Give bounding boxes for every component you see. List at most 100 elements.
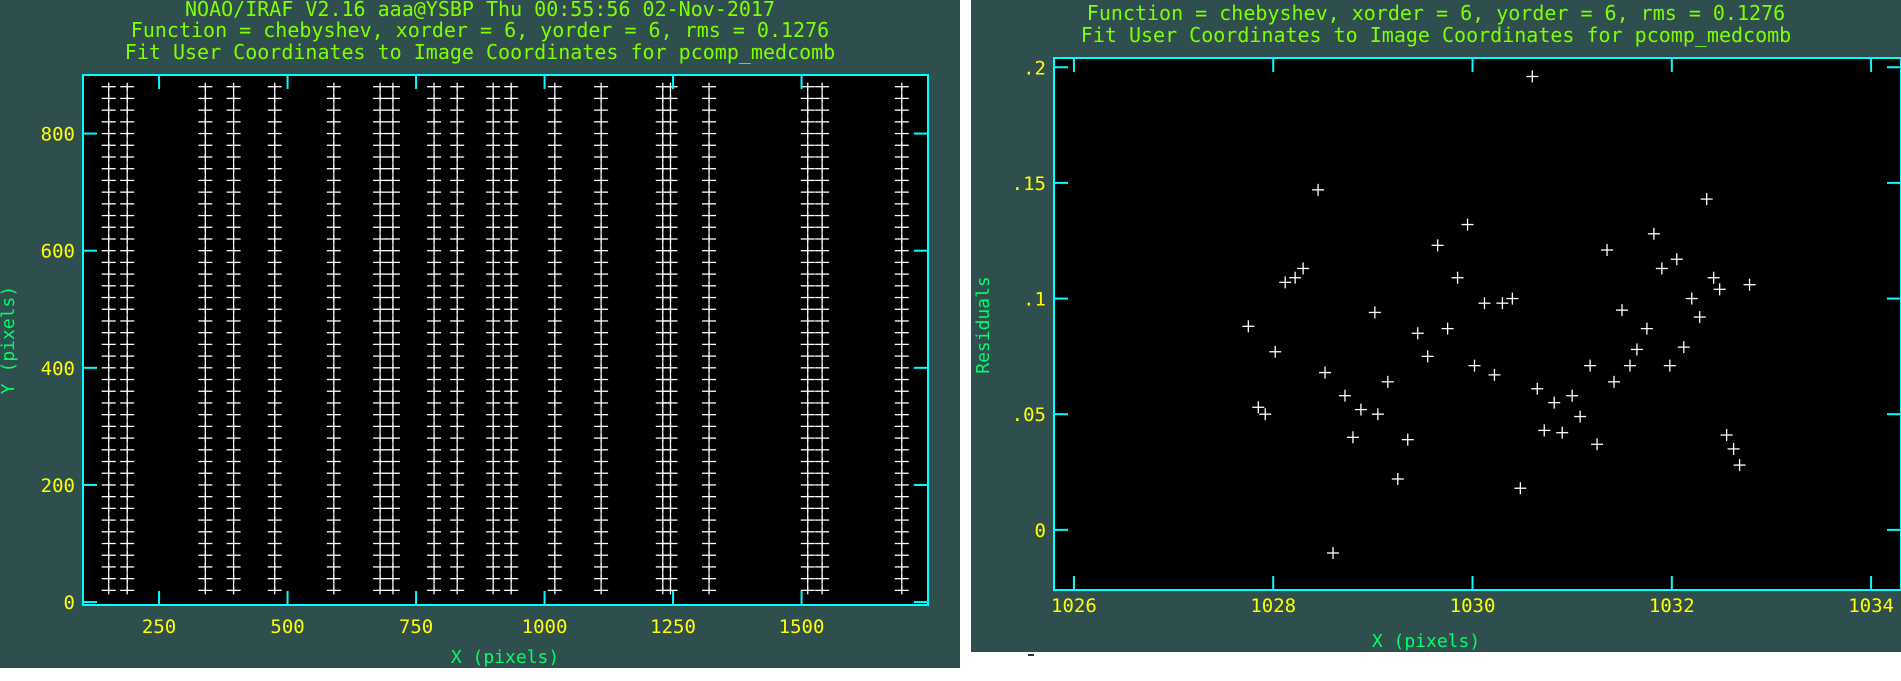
- data-point: [373, 363, 388, 372]
- data-point: [815, 305, 830, 314]
- point-column: [198, 82, 213, 595]
- data-point: [385, 352, 400, 361]
- data-point: [385, 234, 400, 243]
- data-point: [504, 363, 519, 372]
- data-point: [815, 281, 830, 290]
- y-tick-label: .15: [1012, 173, 1046, 195]
- data-point: [373, 223, 388, 232]
- data-point: [504, 586, 519, 595]
- data-point: [800, 539, 815, 548]
- data-point: [267, 188, 282, 197]
- data-point: [450, 492, 465, 501]
- data-point: [101, 410, 116, 419]
- data-point: [120, 363, 135, 372]
- data-point: [267, 340, 282, 349]
- data-point: [450, 94, 465, 103]
- data-point: [326, 504, 341, 513]
- y-tick-label: 600: [41, 241, 75, 263]
- data-point: [373, 492, 388, 501]
- data-point: [815, 188, 830, 197]
- data-point: [427, 141, 442, 150]
- data-point: [486, 340, 501, 349]
- data-point: [504, 258, 519, 267]
- data-point: [101, 117, 116, 126]
- data-point: [486, 211, 501, 220]
- data-point: [486, 106, 501, 115]
- data-point: [547, 562, 562, 571]
- data-point: [1655, 262, 1668, 275]
- data-point: [450, 398, 465, 407]
- data-point: [594, 316, 609, 325]
- data-point: [267, 281, 282, 290]
- data-point: [101, 551, 116, 560]
- data-point: [800, 176, 815, 185]
- data-point: [101, 152, 116, 161]
- data-point: [120, 516, 135, 525]
- data-point: [198, 94, 213, 103]
- data-point: [120, 328, 135, 337]
- data-point: [198, 480, 213, 489]
- data-point: [373, 293, 388, 302]
- data-point: [504, 410, 519, 419]
- data-point: [198, 363, 213, 372]
- data-point: [547, 94, 562, 103]
- data-point: [373, 82, 388, 91]
- data-point: [373, 539, 388, 548]
- data-point: [547, 586, 562, 595]
- data-point: [450, 258, 465, 267]
- data-point: [267, 211, 282, 220]
- data-point: [450, 363, 465, 372]
- data-point: [547, 516, 562, 525]
- data-point: [800, 586, 815, 595]
- data-point: [894, 328, 909, 337]
- point-column: [120, 82, 135, 595]
- data-point: [815, 270, 830, 279]
- data-point: [427, 164, 442, 173]
- data-point: [120, 82, 135, 91]
- data-point: [120, 188, 135, 197]
- data-point: [504, 152, 519, 161]
- left-scatter-chart: 250 500 750 1000 1250 1500 0 200 400 600 800 X (pi…: [0, 74, 929, 668]
- data-point: [702, 516, 717, 525]
- data-point: [894, 117, 909, 126]
- right-plot-frame: [1053, 57, 1901, 591]
- data-point: [815, 246, 830, 255]
- data-point: [120, 129, 135, 138]
- point-column: [326, 82, 341, 595]
- data-point: [1441, 322, 1454, 335]
- data-point: [198, 445, 213, 454]
- data-point: [663, 375, 678, 384]
- data-point: [101, 223, 116, 232]
- data-point: [594, 457, 609, 466]
- data-point: [373, 434, 388, 443]
- data-point: [1647, 227, 1660, 240]
- data-point: [486, 258, 501, 267]
- data-point: [815, 258, 830, 267]
- data-point: [486, 422, 501, 431]
- data-point: [815, 551, 830, 560]
- data-point: [267, 164, 282, 173]
- data-point: [815, 387, 830, 396]
- data-point: [101, 539, 116, 548]
- data-point: [486, 246, 501, 255]
- data-point: [894, 258, 909, 267]
- data-point: [800, 328, 815, 337]
- data-point: [450, 445, 465, 454]
- data-point: [702, 586, 717, 595]
- data-point: [702, 375, 717, 384]
- data-point: [800, 82, 815, 91]
- data-point: [800, 270, 815, 279]
- data-point: [120, 164, 135, 173]
- data-point: [427, 398, 442, 407]
- data-point: [385, 211, 400, 220]
- data-point: [198, 562, 213, 571]
- data-point: [326, 211, 341, 220]
- data-point: [198, 469, 213, 478]
- data-point: [373, 527, 388, 536]
- data-point: [894, 480, 909, 489]
- data-point: [547, 199, 562, 208]
- data-point: [1368, 306, 1381, 319]
- data-point: [663, 270, 678, 279]
- data-point: [800, 129, 815, 138]
- data-point: [101, 562, 116, 571]
